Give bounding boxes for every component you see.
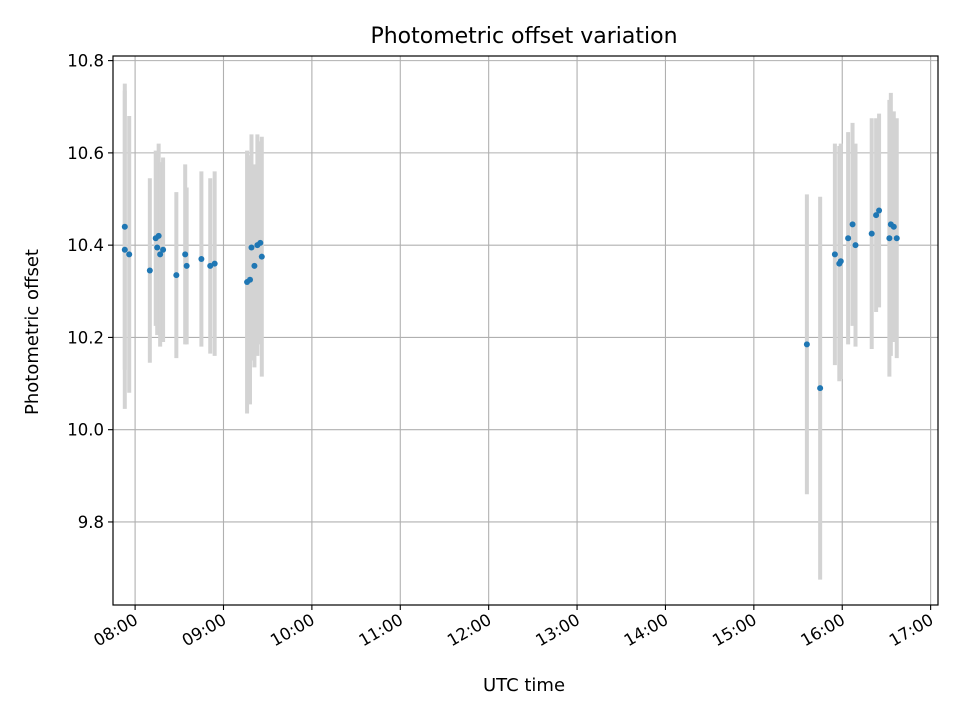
- y-tick-label: 10.6: [67, 144, 104, 163]
- y-axis: 9.8 10.0 10.2 10.4 10.6 10.8: [67, 52, 113, 532]
- data-point: [873, 212, 880, 219]
- data-point: [868, 230, 875, 237]
- data-point: [173, 272, 180, 279]
- plot-frame: [112, 55, 939, 606]
- chart-title: Photometric offset variation: [370, 24, 677, 49]
- plot-area: [113, 56, 938, 605]
- data-point: [837, 258, 844, 265]
- data-point: [831, 251, 838, 258]
- data-point: [126, 251, 133, 258]
- data-point: [893, 235, 900, 242]
- data-point: [157, 251, 164, 258]
- data-point: [211, 260, 218, 267]
- data-point: [257, 239, 264, 246]
- data-point: [886, 235, 893, 242]
- data-points: [121, 207, 900, 392]
- y-axis-label: Photometric offset: [22, 249, 43, 415]
- x-axis-label: UTC time: [483, 675, 565, 696]
- data-point: [251, 262, 258, 269]
- y-tick-label: 10.2: [67, 328, 104, 347]
- data-point: [845, 235, 852, 242]
- data-point: [852, 242, 859, 249]
- y-tick-label: 10.4: [67, 236, 104, 255]
- data-point: [121, 223, 128, 230]
- data-point: [207, 262, 214, 269]
- y-tick-label: 9.8: [78, 513, 104, 532]
- data-point: [803, 341, 810, 348]
- data-point: [247, 276, 254, 283]
- plot-border: [112, 55, 939, 606]
- data-point: [890, 223, 897, 230]
- data-point: [121, 246, 128, 253]
- data-point: [817, 385, 824, 392]
- data-point: [146, 267, 153, 274]
- data-point: [155, 232, 162, 239]
- data-point: [160, 246, 167, 253]
- y-tick-label: 10.8: [67, 52, 104, 71]
- data-point: [876, 207, 883, 214]
- data-point: [849, 221, 856, 228]
- plot-background: [113, 56, 938, 605]
- y-tick-label: 10.0: [67, 421, 104, 440]
- data-point: [183, 262, 190, 269]
- data-point: [198, 255, 205, 262]
- data-point: [182, 251, 189, 258]
- data-point: [258, 253, 265, 260]
- data-point: [154, 244, 161, 251]
- data-point: [248, 244, 255, 251]
